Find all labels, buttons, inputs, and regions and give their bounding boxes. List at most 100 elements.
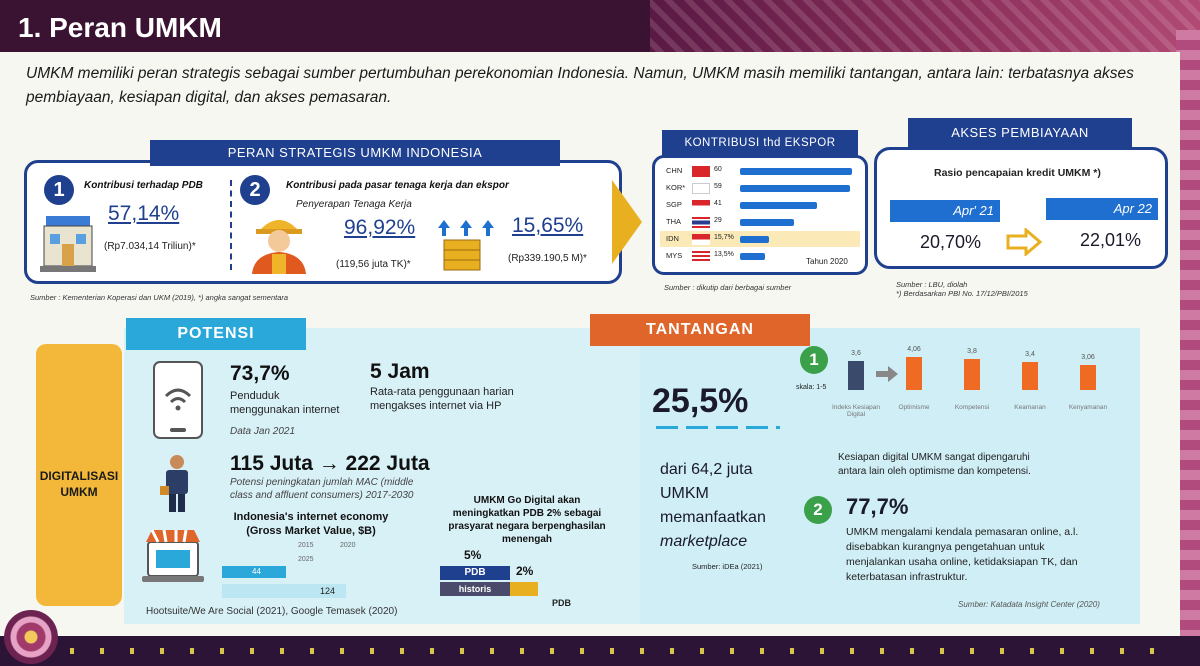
potensi-stat3-text2: class and affluent consumers) 2017-2030 xyxy=(230,490,414,501)
tantangan-item2-text1: UMKM mengalami kendala pemasaran online,… xyxy=(846,526,1079,538)
potensi-stat2-text1: Rata-rata penggunaan harian xyxy=(370,386,514,398)
gdp-pdb-end: PDB xyxy=(552,598,572,608)
gdp-title2: meningkatkan PDB 2% sebagai xyxy=(452,508,602,519)
potensi-stat1-text2: menggunakan internet xyxy=(230,404,340,416)
peran-item1-sub: (Rp7.034,14 Triliun)* xyxy=(104,241,196,252)
potensi-ribbon: POTENSI xyxy=(126,318,306,350)
gdp-pdb-bar: PDB xyxy=(440,566,510,580)
potensi-stat2-value: 5 Jam xyxy=(370,360,430,383)
peran-item2-label: Kontribusi pada pasar tenaga kerja dan e… xyxy=(286,180,509,191)
ekspor-bar xyxy=(740,202,817,209)
economy-title1: Indonesia's internet economy xyxy=(233,511,389,523)
tantangan-line1: dari 64,2 juta xyxy=(660,461,753,478)
potensi-stat3-value: 115 Juta → 222 Juta xyxy=(230,452,430,475)
ekspor-source: Sumber : dikutip dari berbagai sumber xyxy=(664,283,792,292)
potensi-source: Hootsuite/We Are Social (2021), Google T… xyxy=(146,606,398,617)
pembiayaan-subtitle: Rasio pencapaian kredit UMKM *) xyxy=(934,167,1101,179)
tantangan-wave xyxy=(656,426,780,429)
page-title: 1. Peran UMKM xyxy=(0,0,650,52)
economy-bar-2025 xyxy=(222,584,346,598)
ekspor-country: CHN xyxy=(666,166,683,175)
chevron-right-icon xyxy=(612,180,642,264)
ekspor-value: 15,7% xyxy=(714,234,734,241)
peran-item2-value: 96,92% xyxy=(344,216,416,239)
ekspor-bar xyxy=(740,168,852,175)
pembiayaan-header: AKSES PEMBIAYAAN xyxy=(908,118,1132,148)
gdp-pct5: 5% xyxy=(464,548,482,562)
ekspor-value: 29 xyxy=(714,217,722,224)
kesiapan-bar xyxy=(1080,365,1096,390)
ekspor-country: THA xyxy=(666,217,681,226)
building-icon xyxy=(40,216,96,272)
potensi-area xyxy=(124,328,644,624)
kesiapan-value: 3,06 xyxy=(1081,354,1095,361)
kesiapan-bar xyxy=(906,357,922,390)
peran-item2-value-sub: (119,56 juta TK)* xyxy=(336,259,411,270)
economy-val1: 44 xyxy=(252,567,261,576)
arrow-right-icon xyxy=(1006,228,1042,256)
side-tab-line1: DIGITALISASI xyxy=(39,469,119,483)
pembiayaan-to-value: 22,01% xyxy=(1080,230,1142,250)
malaysia-flag-icon xyxy=(692,251,710,262)
ekspor-value: 13,5% xyxy=(714,251,734,258)
pembiayaan-source2: *) Berdasarkan PBI No. 17/12/PBI/2015 xyxy=(896,289,1028,298)
gdp-title1: UMKM Go Digital akan xyxy=(473,495,581,506)
tantangan-source: Sumber: Katadata Insight Center (2020) xyxy=(958,600,1100,609)
peran-item2-sublabel: Penyerapan Tenaga Kerja xyxy=(296,199,412,210)
peran-item1-value: 57,14% xyxy=(108,202,180,225)
pembiayaan-source1: Sumber : LBU, diolah xyxy=(896,280,968,289)
thailand-flag-icon xyxy=(692,217,710,228)
tantangan-source-idea: Sumber: iDEa (2021) xyxy=(692,562,763,571)
digitalisasi-tab: DIGITALISASI UMKM xyxy=(36,344,122,606)
tantangan-scale: skala: 1-5 xyxy=(796,384,827,391)
ekspor-bar xyxy=(740,219,794,226)
pembiayaan-from-label: Apr' 21 xyxy=(890,200,1000,222)
tantangan-line4: marketplace xyxy=(660,533,748,550)
flower-ornament-icon xyxy=(4,610,58,664)
kesiapan-bar xyxy=(848,361,864,390)
ekspor-value: 59 xyxy=(714,183,722,190)
worker-icon xyxy=(252,220,306,274)
peran-source: Sumber : Kementerian Koperasi dan UKM (2… xyxy=(30,293,289,302)
kesiapan-label: Keamanan xyxy=(1014,404,1046,411)
kesiapan-value: 3,4 xyxy=(1025,351,1035,358)
potensi-stat3-text1: Potensi peningkatan jumlah MAC (middle xyxy=(230,477,414,488)
economy-val2: 124 xyxy=(320,586,336,596)
peran-num-1: 1 xyxy=(44,175,74,205)
peran-box xyxy=(24,160,622,284)
businessman-icon xyxy=(160,455,188,512)
tantangan-num-2: 2 xyxy=(804,496,832,524)
potensi-stat1-text1: Penduduk xyxy=(230,390,280,402)
gdp-pct2: 2% xyxy=(516,564,534,578)
ekspor-value: 60 xyxy=(714,166,722,173)
ekspor-bar xyxy=(740,185,850,192)
side-tab-line2: UMKM xyxy=(60,485,98,499)
korea-flag-icon xyxy=(692,183,710,194)
tantangan-item2-text3: menjalankan usaha online, ketidaksiapan … xyxy=(846,556,1078,568)
kesiapan-label: Kompetensi xyxy=(954,404,990,411)
phone-wifi-icon xyxy=(153,361,203,439)
ekspor-bar xyxy=(740,253,765,260)
potensi-stat2-text2: mengakses internet via HP xyxy=(370,400,502,412)
tantangan-line3: memanfaatkan xyxy=(660,509,766,526)
ekspor-year: Tahun 2020 xyxy=(806,257,848,266)
kesiapan-label: Optimisme xyxy=(898,404,930,411)
tantangan-line2: UMKM xyxy=(660,485,709,502)
peran-item2-value2: 15,65% xyxy=(512,214,584,237)
peran-item2-value2-sub: (Rp339.190,5 M)* xyxy=(508,253,587,264)
china-flag-icon xyxy=(692,166,710,177)
tantangan-item1-text1: Kesiapan digital UMKM sangat dipengaruhi xyxy=(838,452,1030,463)
gdp-historis-bar: historis xyxy=(440,582,510,596)
ekspor-country: SGP xyxy=(666,200,682,209)
kesiapan-bar xyxy=(1022,362,1038,390)
pembiayaan-from-value: 20,70% xyxy=(920,232,982,252)
tantangan-item2-text4: keterbatasan infrastruktur. xyxy=(846,571,968,583)
peran-header: PERAN STRATEGIS UMKM INDONESIA xyxy=(150,140,560,166)
kesiapan-bar xyxy=(964,359,980,390)
economy-legend3: 2025 xyxy=(298,556,314,563)
right-border-ornament xyxy=(1176,30,1200,650)
kesiapan-value: 4,06 xyxy=(907,346,921,353)
kesiapan-label: Kenyamanan xyxy=(1068,404,1108,411)
ekspor-country: IDN xyxy=(666,234,679,243)
online-shop-icon xyxy=(142,529,204,582)
